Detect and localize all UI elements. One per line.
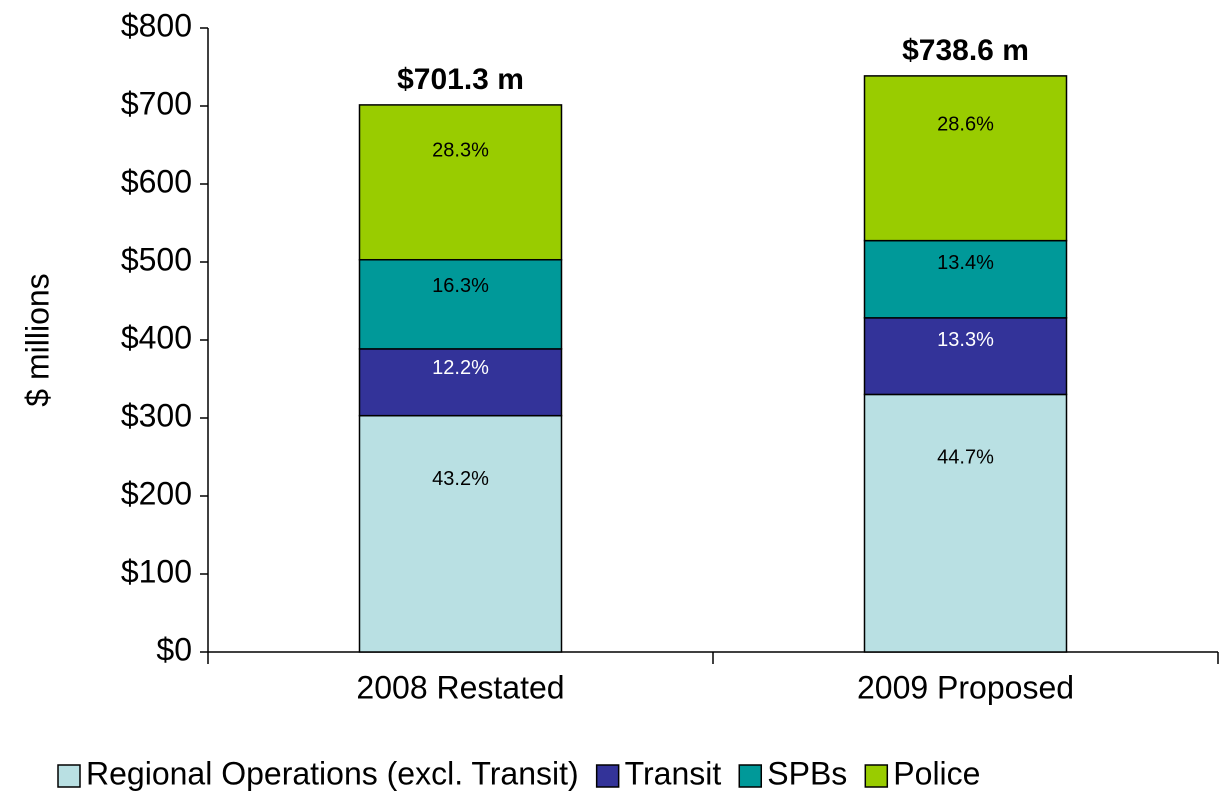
y-axis-label: $ millions xyxy=(19,273,55,406)
total-label: $738.6 m xyxy=(902,34,1029,67)
segment-label: 12.2% xyxy=(432,357,489,379)
legend-swatch xyxy=(57,764,81,788)
bar-segment xyxy=(358,414,563,653)
y-tick-label: $500 xyxy=(121,241,192,277)
y-tick-label: $300 xyxy=(121,397,192,433)
bar-segment xyxy=(358,104,563,261)
y-tick-label: $400 xyxy=(121,319,192,355)
segment-label: 43.2% xyxy=(432,468,489,490)
legend-label: Transit xyxy=(625,755,722,791)
bar-segment xyxy=(358,348,563,417)
bar-segment xyxy=(358,258,563,350)
segment-label: 13.3% xyxy=(937,329,994,351)
segment-label: 13.4% xyxy=(937,252,994,274)
x-tick-label: 2009 Proposed xyxy=(857,669,1074,705)
legend-label: Regional Operations (excl. Transit) xyxy=(86,755,579,791)
bar-segment xyxy=(863,75,1068,242)
legend-label: Police xyxy=(893,755,980,791)
legend-swatch xyxy=(595,764,620,788)
bar-segment xyxy=(863,239,1068,319)
legend-swatch xyxy=(738,764,763,788)
bar-segment xyxy=(863,317,1068,396)
y-tick-label: $800 xyxy=(121,7,192,43)
bar-segment xyxy=(863,393,1068,653)
y-tick-label: $700 xyxy=(121,85,192,121)
y-tick-label: $600 xyxy=(121,163,192,199)
y-tick-label: $100 xyxy=(121,553,192,589)
legend-swatch xyxy=(864,764,889,788)
segment-label: 44.7% xyxy=(937,447,994,469)
legend-label: SPBs xyxy=(767,755,847,791)
x-tick-label: 2008 Restated xyxy=(356,669,564,705)
y-tick-label: $200 xyxy=(121,475,192,511)
y-tick-label: $0 xyxy=(156,631,192,667)
segment-label: 28.6% xyxy=(937,114,994,136)
total-label: $701.3 m xyxy=(397,63,524,96)
segment-label: 16.3% xyxy=(432,275,489,297)
segment-label: 28.3% xyxy=(432,140,489,162)
